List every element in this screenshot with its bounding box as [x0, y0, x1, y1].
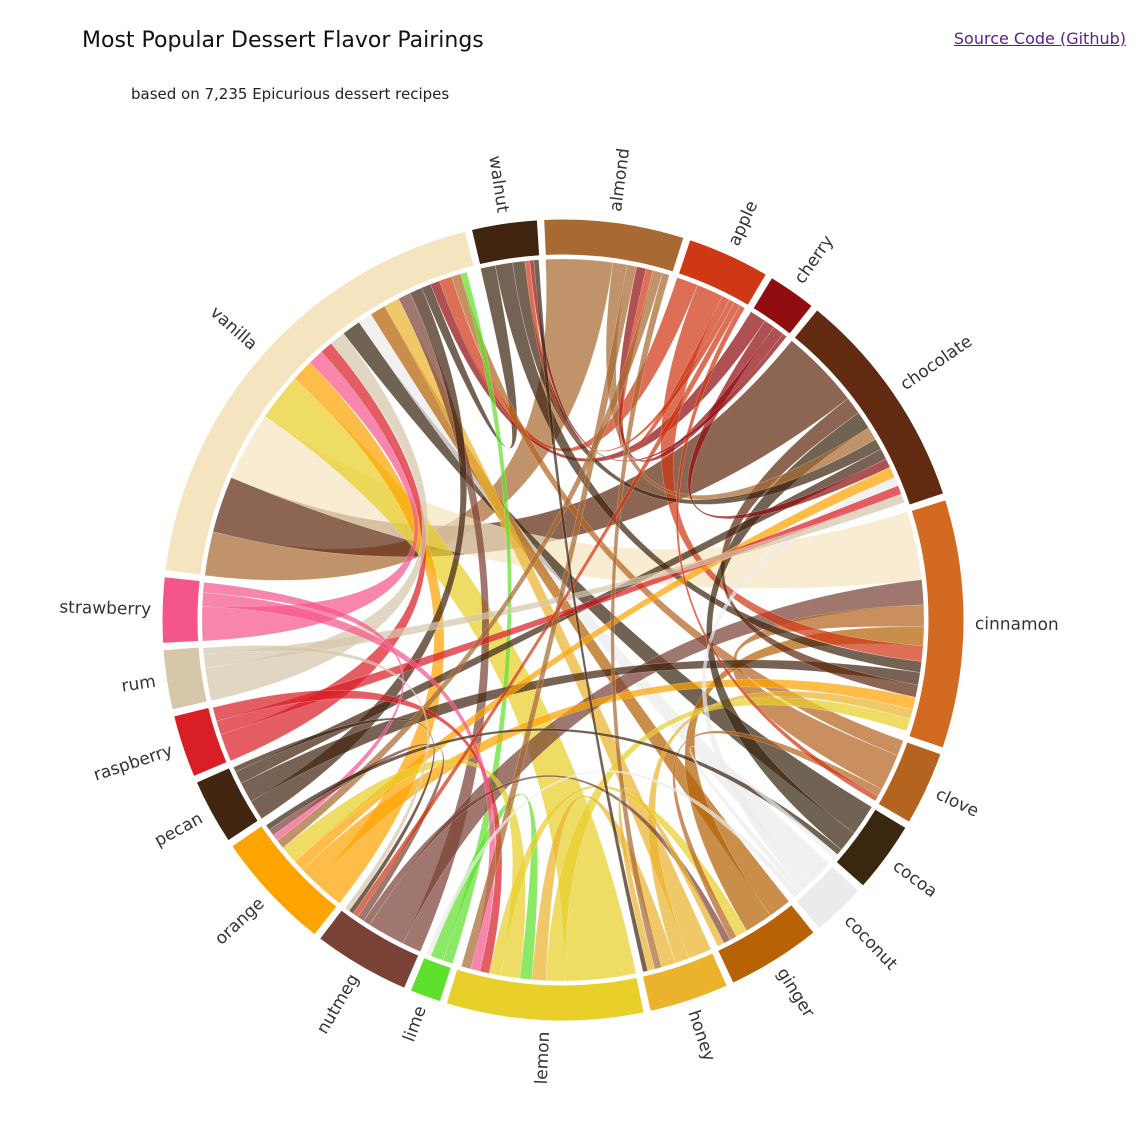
chord-ribbon-vanilla-rum: [204, 333, 428, 702]
arc-nutmeg: [318, 909, 420, 989]
page-subtitle: based on 7,235 Epicurious dessert recipe…: [131, 85, 450, 103]
arc-cherry: [752, 276, 813, 335]
chord-ribbon-almond-orange: [277, 270, 663, 849]
chord-ribbon-cinnamon-lemon: [545, 697, 911, 982]
flavor-label-walnut: walnut: [484, 154, 512, 214]
chord-ribbon-cinnamon-orange: [302, 678, 916, 883]
arc-cinnamon: [908, 499, 965, 749]
chord-ribbon-vanilla-clove: [451, 273, 904, 756]
chord-ribbon-lemon-almond: [461, 264, 637, 970]
flavor-label-chocolate: chocolate: [897, 332, 976, 395]
flavor-label-vanilla: vanilla: [206, 303, 261, 355]
flavor-label-rum: rum: [120, 672, 157, 697]
chord-ribbon-almond-honey: [610, 272, 670, 970]
chord-ribbon-ginger-honey: [618, 788, 725, 972]
arc-strawberry: [161, 576, 201, 644]
page-title: Most Popular Dessert Flavor Pairings: [82, 28, 484, 53]
arc-walnut: [470, 219, 541, 266]
chord-ribbon-lemon-strawberry: [202, 592, 496, 972]
flavor-label-lemon: lemon: [532, 1031, 554, 1085]
flavor-label-orange: orange: [211, 894, 268, 949]
arc-ginger: [717, 903, 815, 984]
flavor-label-raspberry: raspberry: [91, 741, 175, 786]
flavor-arcs: [161, 218, 965, 1022]
flavor-label-pecan: pecan: [151, 809, 206, 851]
arc-lemon: [445, 968, 645, 1022]
arc-orange: [231, 825, 338, 936]
arc-honey: [641, 952, 728, 1012]
chord-ribbon-chocolate-walnut: [512, 260, 882, 505]
chord-ribbon-apple-nutmeg: [352, 301, 741, 918]
flavor-label-almond: almond: [606, 147, 634, 213]
arc-cocoa: [835, 808, 907, 887]
chord-ribbon-apple-clove: [675, 305, 879, 802]
flavor-label-nutmeg: nutmeg: [313, 971, 364, 1038]
arc-chocolate: [793, 309, 945, 506]
flavor-label-lime: lime: [399, 1003, 430, 1044]
chord-ribbon-chocolate-orange: [294, 466, 895, 871]
arc-lime: [409, 956, 452, 1003]
chord-ribbon-lemon-lime: [430, 793, 538, 980]
arc-clove: [877, 741, 942, 823]
arc-rum: [162, 646, 208, 711]
flavor-label-cocoa: cocoa: [889, 856, 941, 902]
arc-vanilla: [164, 230, 475, 576]
chord-ribbon-honey-walnut: [533, 259, 648, 973]
flavor-label-cherry: cherry: [790, 232, 837, 288]
flavor-label-apple: apple: [724, 198, 762, 249]
flavor-label-clove: clove: [932, 784, 981, 821]
flavor-label-strawberry: strawberry: [59, 598, 151, 620]
chord-ribbon-orange-strawberry: [202, 582, 404, 841]
chord-ribbon-ginger-nutmeg: [363, 774, 731, 944]
chord-ribbon-coconut-lime: [425, 770, 799, 957]
chord-ribbon-cocoa-coconut: [689, 746, 838, 894]
source-code-link[interactable]: Source Code (Github): [953, 29, 1126, 48]
arc-almond: [543, 218, 685, 273]
chord-ribbon-vanilla-pecan: [250, 287, 467, 820]
chord-ribbon-cinnamon-clove: [732, 604, 925, 790]
chord-ribbons: [201, 258, 925, 982]
chord-ribbon-cinnamon-chocolate: [720, 398, 919, 698]
arc-raspberry: [173, 706, 228, 778]
chord-ribbon-rum-nutmeg: [202, 645, 429, 912]
flavor-label-ginger: ginger: [772, 964, 818, 1021]
chord-ribbon-orange-cocoa: [265, 728, 842, 855]
arc-pecan: [195, 767, 260, 842]
arc-apple: [677, 238, 768, 307]
flavor-label-cinnamon: cinnamon: [975, 614, 1059, 635]
flavor-label-coconut: coconut: [840, 911, 901, 974]
chord-ribbon-cinnamon-walnut: [494, 262, 922, 673]
flavor-label-honey: honey: [683, 1008, 719, 1064]
arc-coconut: [795, 865, 860, 930]
